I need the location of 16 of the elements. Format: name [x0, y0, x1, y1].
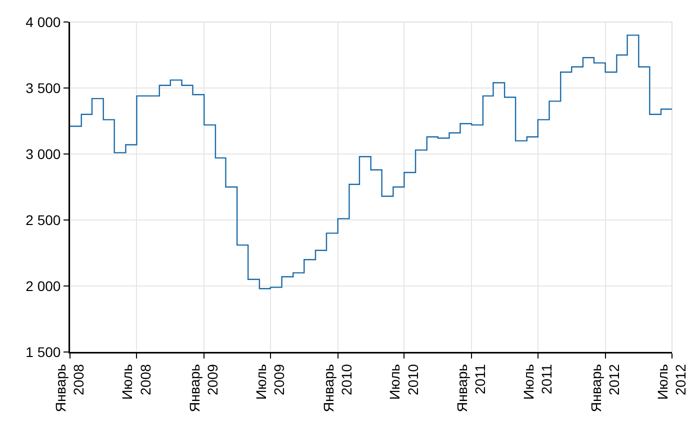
y-tick-label: 2 500: [26, 212, 61, 228]
x-tick-label: Июль 2008: [119, 364, 154, 400]
x-tick-label: Июль 2010: [386, 364, 421, 400]
x-tick-label: Январь 2011: [454, 364, 488, 412]
x-tick-label: Июль 2009: [252, 364, 288, 400]
y-tick-label: 2 000: [26, 278, 61, 294]
x-tick-label: Июль 2011: [520, 364, 555, 400]
x-tick-label: Июль 2012: [654, 364, 689, 400]
x-tick-label: Январь 2009: [186, 364, 221, 412]
x-tick-label: Январь 2008: [52, 364, 87, 412]
x-tick-label: Январь 2012: [588, 364, 622, 412]
y-tick-label: 1 500: [26, 344, 61, 360]
y-tick-label: 4 000: [26, 14, 61, 30]
y-tick-label: 3 000: [26, 146, 61, 162]
x-tick-label: Январь 2010: [320, 364, 354, 412]
y-tick-label: 3 500: [26, 80, 61, 96]
